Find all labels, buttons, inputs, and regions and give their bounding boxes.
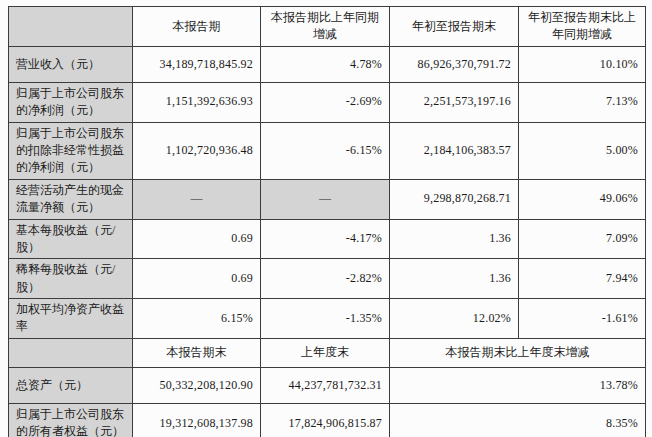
row-basic-eps: 基本每股收益（元/股） 0.69 -4.17% 1.36 7.09% [9,219,646,259]
metric-label: 加权平均净资产收益率 [9,299,133,339]
metric-label: 经营活动产生的现金流量净额（元） [9,179,133,219]
row-shareholders-equity: 归属于上市公司股东的所有者权益（元） 19,312,608,137.98 17,… [9,403,646,437]
header-prior-year-end: 上年度末 [261,338,390,367]
metric-label: 归属于上市公司股东的净利润（元） [9,82,133,122]
value-ytd: 86,926,370,791.72 [390,46,519,82]
value-ytd: 9,298,870,268.71 [390,179,519,219]
value-ytd: 1.36 [390,259,519,299]
metric-label: 总资产（元） [9,367,133,403]
value-period-end-change: 8.35% [390,403,646,437]
value-period-end: 19,312,608,137.98 [133,403,261,437]
value-ytd-change: 10.10% [519,46,646,82]
row-net-profit: 归属于上市公司股东的净利润（元） 1,151,392,636.93 -2.69%… [9,82,646,122]
row-operating-cash-flow: 经营活动产生的现金流量净额（元） — — 9,298,870,268.71 49… [9,179,646,219]
value-ytd-change: -1.61% [519,299,646,339]
value-current-period-na: — [133,179,261,219]
financial-report-page: 本报告期 本报告期比上年同期增减 年初至报告期末 年初至报告期末比上年同期增减 … [0,0,652,437]
row-net-profit-excl-nonrecurring: 归属于上市公司股东的扣除非经常性损益的净利润（元） 1,102,720,936.… [9,122,646,179]
value-current-change: -1.35% [261,299,390,339]
value-current-change: -6.15% [261,122,390,179]
table-header-row-period: 本报告期 本报告期比上年同期增减 年初至报告期末 年初至报告期末比上年同期增减 [9,7,646,47]
row-weighted-avg-roe: 加权平均净资产收益率 6.15% -1.35% 12.02% -1.61% [9,299,646,339]
metric-label: 基本每股收益（元/股） [9,219,133,259]
value-current-change: 4.78% [261,46,390,82]
value-ytd-change: 7.09% [519,219,646,259]
metric-label: 稀释每股收益（元/股） [9,259,133,299]
value-current-period: 0.69 [133,259,261,299]
value-current-period: 0.69 [133,219,261,259]
value-ytd-change: 5.00% [519,122,646,179]
value-ytd: 2,184,106,383.57 [390,122,519,179]
value-current-period: 1,151,392,636.93 [133,82,261,122]
value-ytd-change: 49.06% [519,179,646,219]
value-current-change: -4.17% [261,219,390,259]
metric-label: 营业收入（元） [9,46,133,82]
value-current-period: 6.15% [133,299,261,339]
value-prior-year-end: 17,824,906,815.87 [261,403,390,437]
value-ytd-change: 7.13% [519,82,646,122]
empty-corner-cell [9,7,133,47]
value-prior-year-end: 44,237,781,732.31 [261,367,390,403]
metric-label: 归属于上市公司股东的所有者权益（元） [9,403,133,437]
metric-label: 归属于上市公司股东的扣除非经常性损益的净利润（元） [9,122,133,179]
value-current-change: -2.82% [261,259,390,299]
header-year-to-date-yoy-change: 年初至报告期末比上年同期增减 [519,7,646,47]
value-current-period: 1,102,720,936.48 [133,122,261,179]
value-current-change-na: — [261,179,390,219]
header-current-period: 本报告期 [133,7,261,47]
value-period-end-change: 13.78% [390,367,646,403]
header-current-period-yoy-change: 本报告期比上年同期增减 [261,7,390,47]
value-ytd: 12.02% [390,299,519,339]
header-year-to-date: 年初至报告期末 [390,7,519,47]
header-period-end: 本报告期末 [133,338,261,367]
quarterly-financial-summary-table: 本报告期 本报告期比上年同期增减 年初至报告期末 年初至报告期末比上年同期增减 … [8,6,646,437]
row-operating-revenue: 营业收入（元） 34,189,718,845.92 4.78% 86,926,3… [9,46,646,82]
value-ytd-change: 7.94% [519,259,646,299]
value-ytd: 2,251,573,197.16 [390,82,519,122]
row-total-assets: 总资产（元） 50,332,208,120.90 44,237,781,732.… [9,367,646,403]
row-diluted-eps: 稀释每股收益（元/股） 0.69 -2.82% 1.36 7.94% [9,259,646,299]
value-ytd: 1.36 [390,219,519,259]
table-header-row-period-end: 本报告期末 上年度末 本报告期末比上年度末增减 [9,338,646,367]
header-period-end-change: 本报告期末比上年度末增减 [390,338,646,367]
value-current-period: 34,189,718,845.92 [133,46,261,82]
empty-corner-cell [9,338,133,367]
value-period-end: 50,332,208,120.90 [133,367,261,403]
value-current-change: -2.69% [261,82,390,122]
